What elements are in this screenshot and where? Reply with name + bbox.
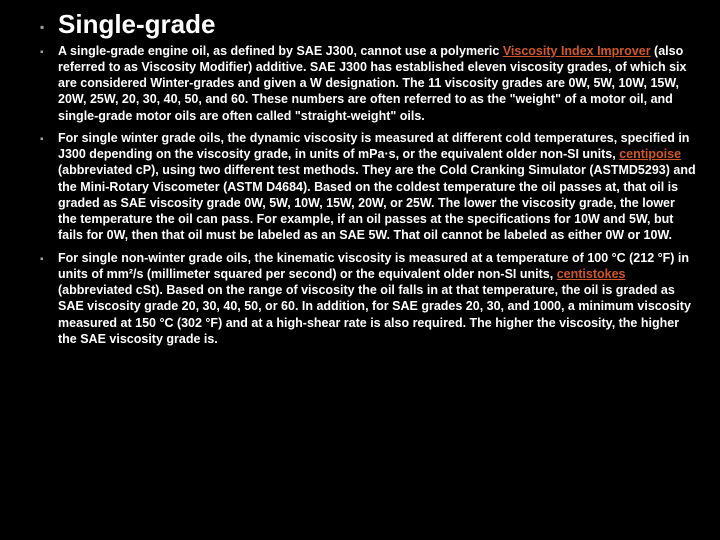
paragraph-text: For single non-winter grade oils, the ki… bbox=[58, 250, 696, 348]
paragraph-row-2: ▪ For single winter grade oils, the dyna… bbox=[40, 130, 696, 246]
title-row: ▪ Single-grade bbox=[40, 10, 696, 39]
bullet-icon: ▪ bbox=[40, 130, 58, 146]
bullet-icon: ▪ bbox=[40, 10, 58, 34]
paragraph-text: For single winter grade oils, the dynami… bbox=[58, 130, 696, 244]
bullet-icon: ▪ bbox=[40, 250, 58, 266]
paragraph-row-1: ▪ A single-grade engine oil, as defined … bbox=[40, 43, 696, 126]
paragraph-text: A single-grade engine oil, as defined by… bbox=[58, 43, 696, 124]
slide-title: Single-grade bbox=[58, 10, 215, 39]
slide-container: ▪ Single-grade ▪ A single-grade engine o… bbox=[0, 0, 720, 540]
bullet-icon: ▪ bbox=[40, 43, 58, 59]
paragraph-row-3: ▪ For single non-winter grade oils, the … bbox=[40, 250, 696, 350]
